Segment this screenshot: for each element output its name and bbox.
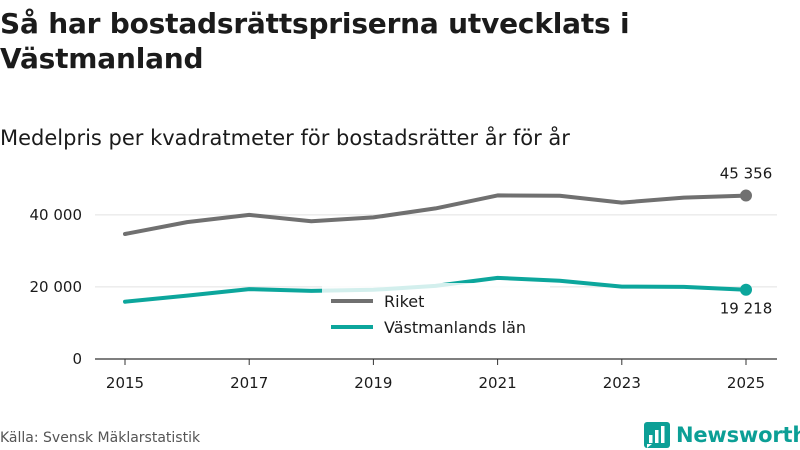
y-tick-label: 20 000 xyxy=(30,278,83,296)
legend-background xyxy=(322,283,550,341)
series-line-0 xyxy=(123,193,748,236)
legend-label: Västmanlands län xyxy=(384,318,526,337)
brand-name: Newsworthy xyxy=(676,423,800,447)
end-value-label: 45 356 xyxy=(720,165,773,183)
x-tick-label: 2015 xyxy=(106,374,144,392)
chart-subtitle: Medelpris per kvadratmeter för bostadsrä… xyxy=(0,126,570,150)
bar-chart-logo-icon xyxy=(644,422,670,448)
end-points: 45 356 19 218 xyxy=(720,165,773,318)
legend-label: Riket xyxy=(384,292,424,311)
end-value-label: 19 218 xyxy=(720,300,773,318)
end-point-marker xyxy=(740,283,752,296)
x-tick-label: 2017 xyxy=(230,374,268,392)
gridlines xyxy=(95,214,777,288)
x-tick-label: 2019 xyxy=(354,374,392,392)
x-tick-label: 2023 xyxy=(603,374,641,392)
source-note: Källa: Svensk Mäklarstatistik xyxy=(0,430,201,446)
y-axis-ticks: 0 20 000 40 000 xyxy=(30,206,83,368)
x-axis-ticks: 2015 2017 2019 2021 2023 2025 xyxy=(106,359,765,392)
y-tick-label: 0 xyxy=(72,350,82,368)
x-tick-label: 2025 xyxy=(727,374,765,392)
x-tick-label: 2021 xyxy=(479,374,517,392)
y-tick-label: 40 000 xyxy=(30,206,83,224)
chart-title: Så har bostadsrättspriserna utvecklats i… xyxy=(0,7,630,75)
brand-logo: Newsworthy xyxy=(644,421,800,449)
line-chart: 0 20 000 40 000 2015 2017 2019 2021 2023 2025 R… xyxy=(30,165,777,392)
chart-legend: Riket Västmanlands län xyxy=(322,283,550,341)
end-point-marker xyxy=(740,189,752,202)
